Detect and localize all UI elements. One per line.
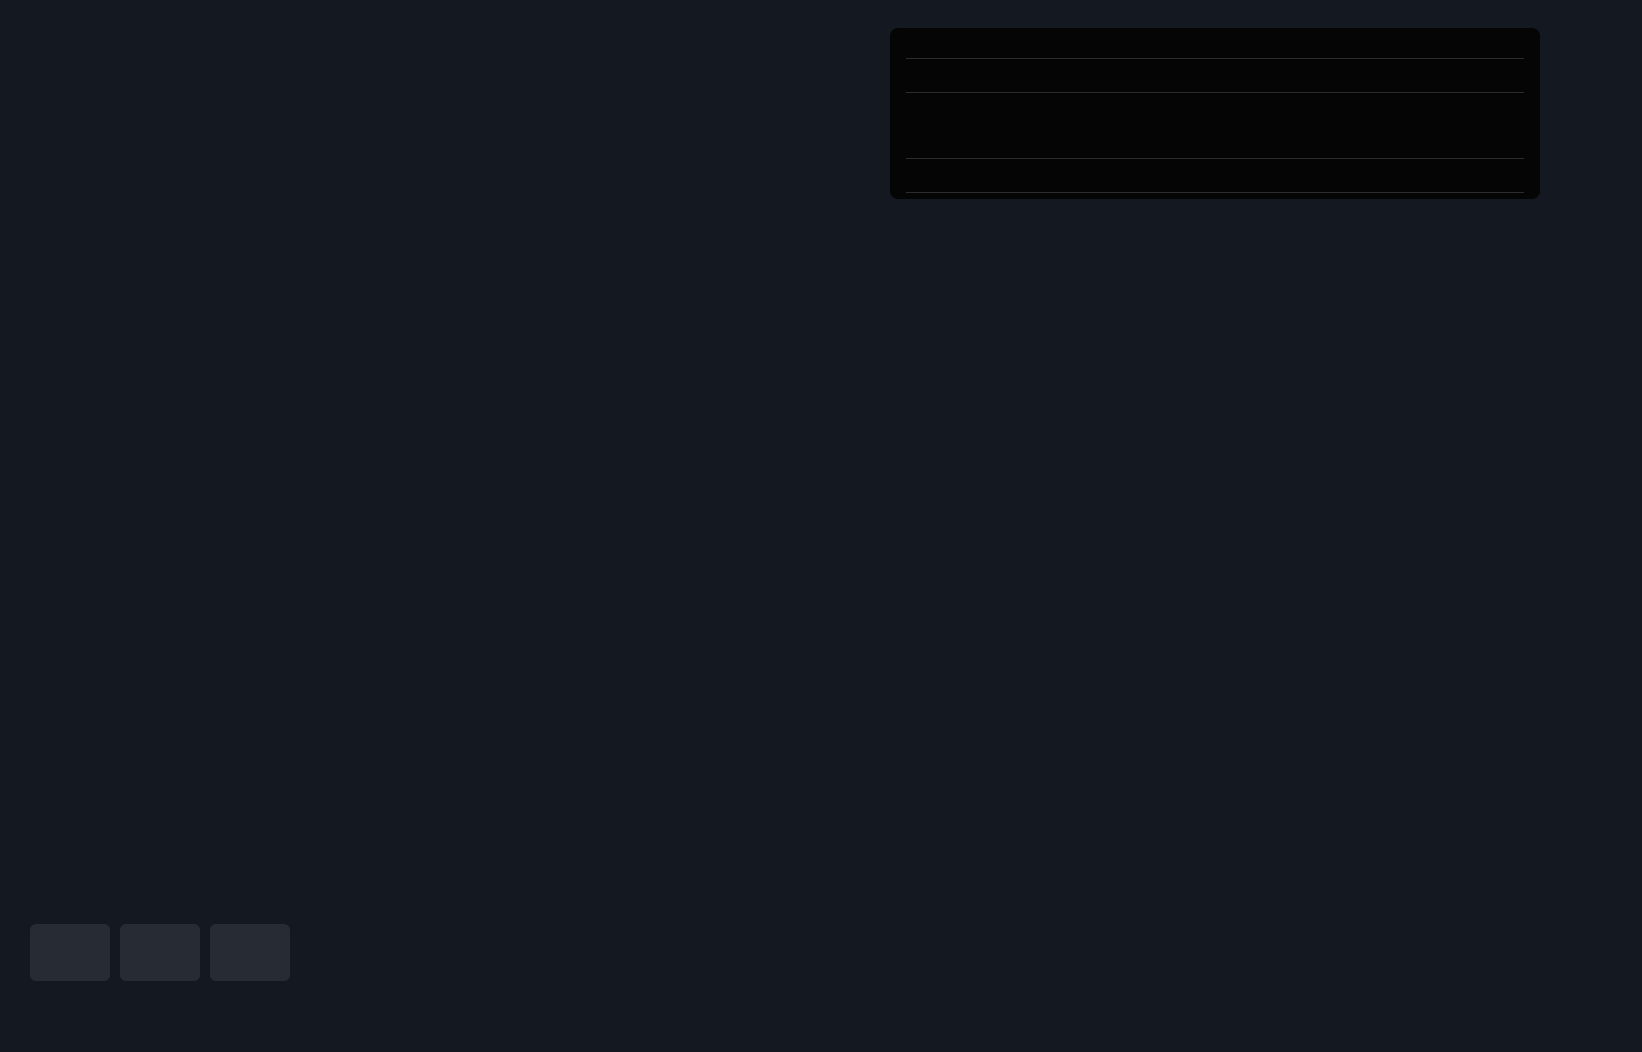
tooltip-row-ratio: [906, 126, 1524, 158]
debt-dot-icon: [54, 946, 68, 960]
legend-item-debt[interactable]: [30, 924, 110, 981]
tooltip-row-equity: [906, 92, 1524, 126]
equity-dot-icon: [144, 946, 158, 960]
tooltip-row-debt: [906, 58, 1524, 92]
tooltip-row-cash: [906, 158, 1524, 193]
tooltip: [890, 28, 1540, 199]
chart-plot-area[interactable]: [32, 286, 1612, 888]
legend: [30, 924, 290, 981]
legend-item-equity[interactable]: [120, 924, 200, 981]
legend-item-cash[interactable]: [210, 924, 290, 981]
cash-dot-icon: [234, 946, 248, 960]
tooltip-date: [906, 38, 1524, 58]
